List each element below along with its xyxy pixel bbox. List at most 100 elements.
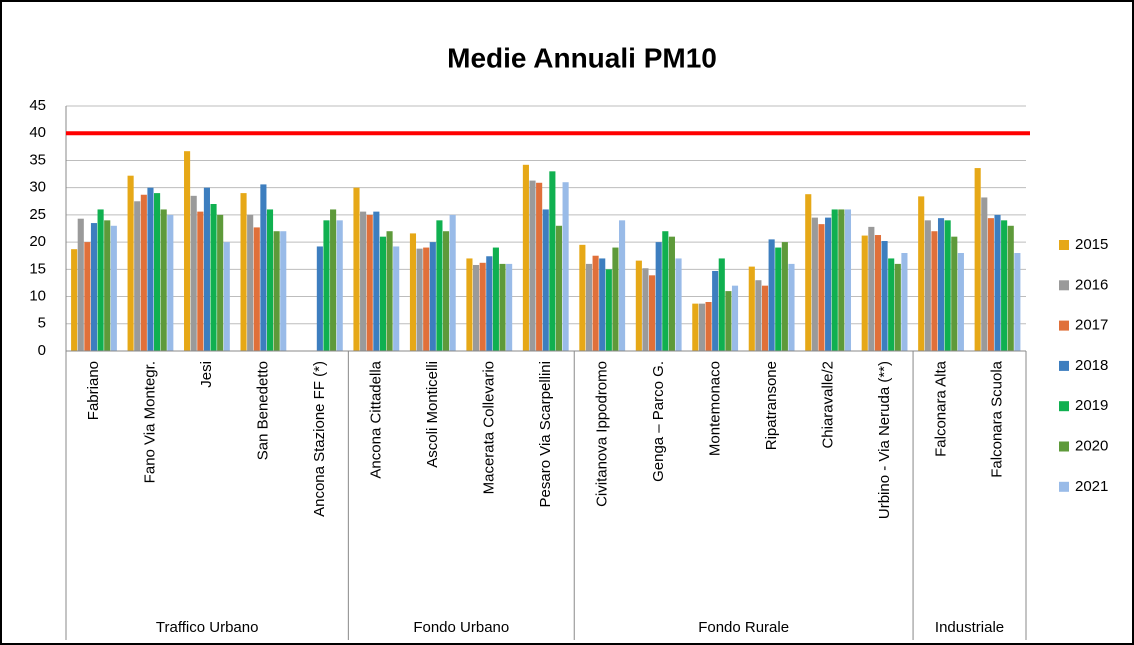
bar: [592, 255, 599, 351]
legend-swatch: [1059, 280, 1069, 291]
bar: [472, 264, 480, 351]
x-tick-label: San Benedetto: [255, 361, 272, 460]
y-tick-label: 15: [29, 260, 46, 277]
bar: [154, 193, 161, 351]
bar: [542, 209, 549, 351]
bar: [924, 220, 931, 351]
legend-swatch: [1059, 360, 1069, 371]
bar: [937, 218, 945, 351]
bar: [748, 266, 755, 351]
bar: [442, 231, 450, 351]
bar: [585, 263, 593, 351]
bar: [247, 214, 254, 351]
bar: [77, 218, 84, 351]
bar: [838, 209, 845, 351]
legend-label: 2016: [1075, 276, 1108, 293]
x-tick-label: Ancona Stazione FF (*): [311, 361, 328, 517]
bar: [110, 225, 117, 351]
bar: [1007, 225, 1014, 351]
bar: [253, 227, 260, 351]
bar: [831, 209, 838, 351]
x-tick-label: Urbino - Via Neruda (**): [876, 361, 893, 519]
bar: [71, 249, 78, 351]
bar: [190, 195, 197, 351]
bar: [386, 231, 393, 351]
bar: [97, 209, 104, 351]
legend-label: 2020: [1075, 437, 1108, 454]
bar: [449, 214, 456, 351]
legend-label: 2015: [1075, 236, 1108, 253]
y-tick-label: 10: [29, 288, 46, 305]
y-tick-label: 40: [29, 124, 46, 141]
bar: [692, 303, 699, 351]
bar: [549, 171, 556, 351]
bar: [393, 246, 400, 351]
bar: [436, 220, 443, 351]
bar: [522, 164, 529, 351]
bar: [90, 223, 98, 351]
chart-title: Medie Annuali PM10: [447, 42, 717, 73]
bar: [360, 211, 367, 351]
bar: [642, 268, 649, 351]
bar: [366, 214, 373, 351]
bar: [957, 253, 964, 351]
bar: [147, 187, 154, 351]
bar: [479, 262, 486, 351]
bar: [273, 231, 280, 351]
bar: [605, 269, 612, 351]
bar: [994, 214, 1001, 351]
bar: [316, 246, 323, 351]
bar: [901, 253, 908, 351]
bar: [868, 226, 875, 351]
bar: [203, 187, 210, 351]
x-tick-label: Montemonaco: [706, 361, 723, 456]
bar: [134, 201, 141, 351]
x-tick-label: Civitanova Ippodromo: [593, 361, 610, 507]
bar: [662, 231, 669, 351]
bar: [466, 258, 473, 351]
bar: [612, 247, 619, 351]
bar: [579, 244, 586, 351]
x-tick-label: Fabriano: [85, 361, 102, 420]
legend-swatch: [1059, 240, 1069, 250]
x-tick-label: Ripatransone: [763, 361, 780, 450]
legend-swatch: [1059, 320, 1069, 331]
bar: [599, 258, 606, 351]
bar: [562, 182, 569, 351]
bar: [379, 236, 387, 351]
bar: [775, 247, 782, 351]
group-label: Traffico Urbano: [156, 619, 259, 636]
bar: [805, 194, 812, 351]
y-tick-label: 25: [29, 206, 46, 223]
x-tick-label: Ascoli Monticelli: [424, 361, 441, 468]
x-tick-label: Jesi: [198, 361, 215, 388]
bar: [635, 260, 642, 351]
bar: [712, 270, 719, 351]
x-tick-label: Falconara Alta: [932, 360, 949, 457]
bar: [429, 242, 436, 351]
bar: [197, 211, 204, 351]
bar: [668, 236, 675, 351]
bar: [974, 168, 981, 351]
bar: [140, 194, 147, 351]
bar: [373, 211, 380, 351]
bar: [718, 258, 725, 351]
bar: [918, 196, 925, 351]
bar: [104, 220, 111, 351]
bar: [492, 247, 499, 351]
bar: [240, 193, 247, 351]
bar: [1014, 253, 1021, 351]
bar: [486, 256, 493, 351]
bar: [874, 235, 882, 351]
bar: [555, 225, 563, 351]
legend-label: 2019: [1075, 397, 1108, 414]
bar: [506, 263, 513, 351]
group-label: Fondo Rurale: [698, 619, 789, 636]
bar: [844, 209, 852, 351]
bar: [423, 247, 430, 351]
x-tick-label: Fano Via Montegr.: [142, 361, 159, 483]
bar: [127, 175, 134, 351]
bar: [944, 220, 951, 351]
bar: [888, 258, 895, 351]
